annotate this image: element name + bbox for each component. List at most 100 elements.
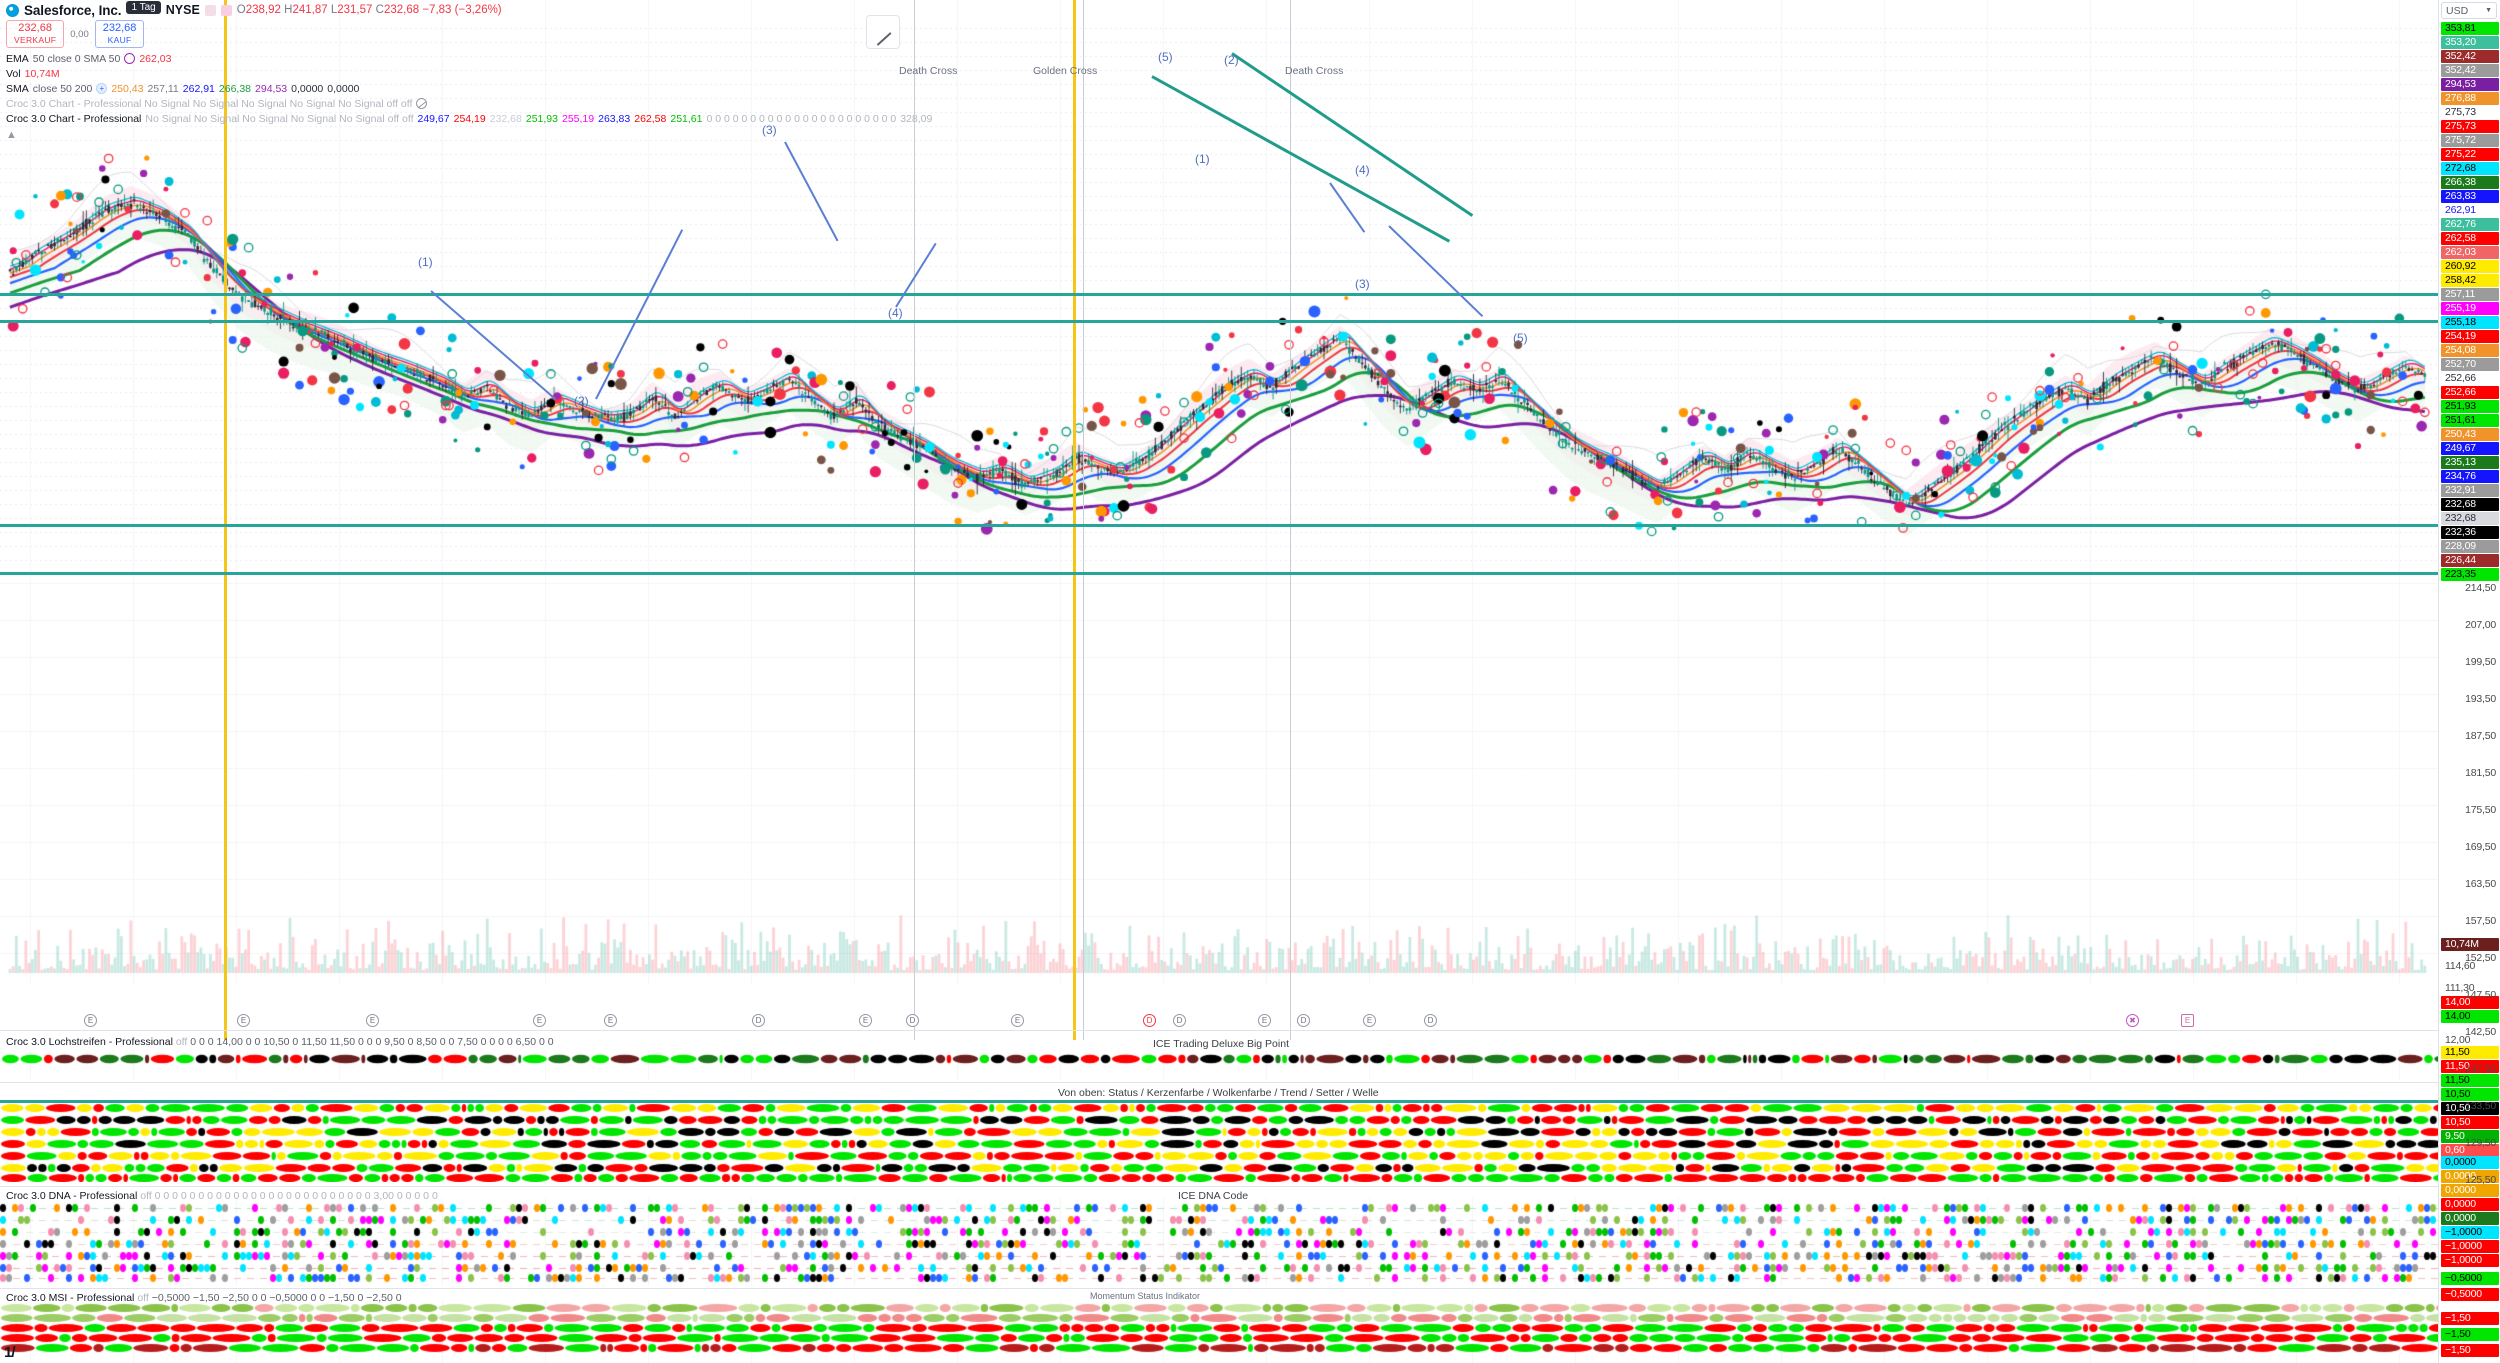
- lochstreifen-pane[interactable]: [0, 1050, 2438, 1080]
- time-marker-x[interactable]: ✖: [2126, 1014, 2139, 1027]
- price-badge-28: 251,61: [2441, 414, 2499, 427]
- price-badge-15: 262,58: [2441, 232, 2499, 245]
- pencil-tool-icon[interactable]: [866, 15, 900, 49]
- pane-badge-13: 0,0000: [2441, 1184, 2499, 1197]
- symbol-row[interactable]: Salesforce, Inc. 1 Tag NYSE O238,92 H241…: [6, 0, 932, 18]
- annotation-2: Death Cross: [1285, 65, 1344, 77]
- pane-badge-15: 0,0000: [2441, 1212, 2499, 1225]
- time-marker-d-5[interactable]: D: [1297, 1014, 1310, 1027]
- currency-label: USD: [2446, 4, 2469, 17]
- price-tick-12: 142,50: [2465, 1026, 2496, 1038]
- time-marker-e-4[interactable]: E: [533, 1014, 546, 1027]
- legend-ema-row[interactable]: EMA 50 close 0 SMA 50 262,03: [6, 51, 932, 66]
- wave-label-8: (4): [1355, 163, 1370, 177]
- croc-chart-title: Croc 3.0 Chart - Professional: [6, 112, 142, 125]
- time-marker-e-2[interactable]: E: [237, 1014, 250, 1027]
- msi-pane[interactable]: [0, 1300, 2438, 1363]
- dna-title: Croc 3.0 DNA - Professional: [6, 1190, 138, 1202]
- time-marker-d-2[interactable]: D: [906, 1014, 919, 1027]
- pane-badge-19: −0,5000: [2441, 1272, 2499, 1285]
- annotation-0: Death Cross: [899, 65, 958, 77]
- time-marker-d-3[interactable]: D: [1143, 1014, 1156, 1027]
- price-badge-39: 223,35: [2441, 568, 2499, 581]
- lochstreifen-title: Croc 3.0 Lochstreifen - Professional: [6, 1036, 173, 1048]
- time-marker-d-6[interactable]: D: [1424, 1014, 1437, 1027]
- annotation-1: Golden Cross: [1033, 65, 1098, 77]
- indicator-icon[interactable]: [220, 4, 232, 16]
- price-badge-4: 294,53: [2441, 78, 2499, 91]
- price-badge-19: 257,11: [2441, 288, 2499, 301]
- pane-title-lochstreifen[interactable]: Croc 3.0 Lochstreifen - Professional off…: [6, 1036, 554, 1048]
- chart-style-icon[interactable]: [204, 4, 216, 16]
- tradingview-logo[interactable]: 1/: [4, 1344, 15, 1361]
- time-marker-e-3[interactable]: E: [366, 1014, 379, 1027]
- time-marker-e-9[interactable]: E: [1363, 1014, 1376, 1027]
- pane-separator-1[interactable]: [0, 1030, 2438, 1031]
- pane-separator-2[interactable]: [0, 1082, 2438, 1083]
- price-badge-36: 232,36: [2441, 526, 2499, 539]
- pane-separator-4[interactable]: [0, 1288, 2438, 1289]
- time-marker-e-8[interactable]: E: [1258, 1014, 1271, 1027]
- ohlc-c-label: C: [375, 4, 384, 16]
- croc-chart-row-collapsed[interactable]: Croc 3.0 Chart - Professional No Signal …: [6, 96, 932, 111]
- ohlc-change: −7,83: [422, 4, 452, 16]
- croc-v5: 263,83: [598, 112, 631, 125]
- sma-name: SMA: [6, 82, 29, 95]
- add-icon[interactable]: +: [96, 83, 108, 94]
- lochstreifen-values: 0 0 0 14,00 0 0 10,50 0 11,50 11,50 0 0 …: [190, 1036, 554, 1048]
- price-badge-22: 254,19: [2441, 330, 2499, 343]
- price-tick-10: 152,50: [2465, 952, 2496, 964]
- price-chart-pane[interactable]: [0, 0, 2438, 985]
- time-marker-d-4[interactable]: D: [1173, 1014, 1186, 1027]
- symbol-name[interactable]: Salesforce, Inc.: [24, 2, 122, 18]
- hide-icon[interactable]: [416, 98, 428, 109]
- time-marker-square[interactable]: E: [2181, 1014, 2194, 1027]
- time-marker-e-7[interactable]: E: [1011, 1014, 1024, 1027]
- pane-title-dna[interactable]: Croc 3.0 DNA - Professional off 0 0 0 0 …: [6, 1190, 438, 1202]
- sma-v1: 257,11: [147, 82, 179, 95]
- price-badge-38: 226,44: [2441, 554, 2499, 567]
- time-marker-e-1[interactable]: E: [84, 1014, 97, 1027]
- status-stripes-pane[interactable]: [0, 1100, 2438, 1182]
- sell-button[interactable]: 232,68 VERKAUF: [6, 20, 65, 48]
- legend-sma-row[interactable]: SMA close 50 200 + 250,43 257,11 262,91 …: [6, 81, 932, 96]
- vertical-marker-yellow-2: [1073, 0, 1076, 1040]
- dna-pane[interactable]: [0, 1198, 2438, 1286]
- refresh-icon[interactable]: [124, 53, 136, 64]
- pane-separator-3[interactable]: [0, 1186, 2438, 1187]
- spread-value: 0,00: [70, 28, 89, 40]
- dna-suffix: off: [140, 1190, 152, 1202]
- price-badge-2: 352,42: [2441, 50, 2499, 63]
- ohlc-l-label: L: [330, 4, 338, 16]
- buy-sell-widget[interactable]: 232,68 VERKAUF 0,00 232,68 KAUF: [6, 20, 932, 48]
- time-marker-e-6[interactable]: E: [859, 1014, 872, 1027]
- pane-badge-0: 14,00: [2441, 996, 2499, 1009]
- buy-button[interactable]: 232,68 KAUF: [94, 20, 145, 48]
- time-marker-d-1[interactable]: D: [752, 1014, 765, 1027]
- collapse-legend-icon[interactable]: ▲: [6, 129, 17, 141]
- legend-vol-row[interactable]: Vol 10,74M: [6, 66, 932, 81]
- vol-name: Vol: [6, 67, 21, 80]
- support-line-1: [0, 293, 2438, 296]
- sell-price: 232,68: [18, 22, 52, 34]
- msi-suffix: off: [137, 1292, 149, 1304]
- price-badge-5: 276,88: [2441, 92, 2499, 105]
- price-tick-6: 175,50: [2465, 804, 2496, 816]
- ohlc-change-pct: (−3,26%): [454, 4, 502, 16]
- pane-title-msi[interactable]: Croc 3.0 MSI - Professional off −0,5000 …: [6, 1292, 402, 1304]
- price-scale[interactable]: USD ▼ 353,81 353,20 352,42 352,42 294,53 276,…: [2438, 0, 2500, 1363]
- croc-chart-row-expanded[interactable]: Croc 3.0 Chart - Professional No Signal …: [6, 111, 932, 126]
- chevron-down-icon: ▼: [2485, 7, 2492, 14]
- price-badge-27: 251,93: [2441, 400, 2499, 413]
- price-badge-37: 228,09: [2441, 540, 2499, 553]
- pane-badge-18: −1,0000: [2441, 1254, 2499, 1267]
- wave-label-3: (4): [888, 306, 903, 320]
- price-tick-7: 169,50: [2465, 841, 2496, 853]
- currency-selector[interactable]: USD ▼: [2441, 2, 2497, 19]
- wave-label-0: (1): [418, 255, 433, 269]
- ohlc-c-value: 232,68: [383, 4, 420, 16]
- time-marker-e-5[interactable]: E: [604, 1014, 617, 1027]
- timeframe-badge[interactable]: 1 Tag: [126, 0, 161, 14]
- croc-v4: 255,19: [562, 112, 595, 125]
- pane-badge-16: −1,0000: [2441, 1226, 2499, 1239]
